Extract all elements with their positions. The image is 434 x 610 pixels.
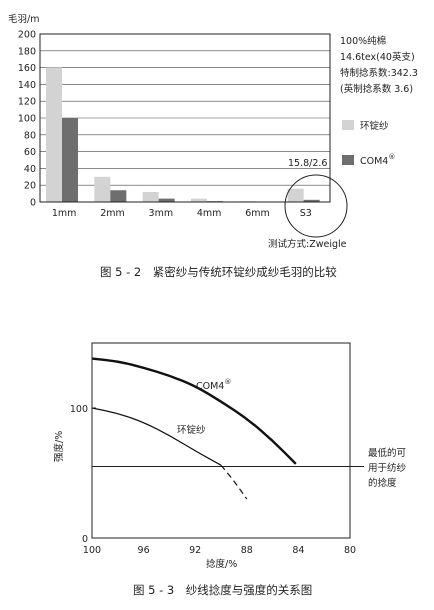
plot-frame bbox=[92, 343, 350, 538]
y-tick-label: 80 bbox=[24, 130, 36, 141]
s3-value-annotation: 15.8/2.6 bbox=[288, 158, 327, 169]
x-tick-label: 92 bbox=[189, 545, 201, 556]
x-tick-label: S3 bbox=[300, 208, 312, 219]
y-tick-label: 160 bbox=[18, 63, 36, 74]
x-tick-label: 96 bbox=[138, 545, 150, 556]
y-tick-label: 100 bbox=[18, 114, 36, 125]
y-tick-label: 0 bbox=[82, 534, 88, 545]
figure-caption-5-3: 图 5 - 3 纱线捻度与强度的关系图 bbox=[133, 583, 312, 597]
com4-curve bbox=[92, 359, 296, 464]
x-axis-label: 捻度/% bbox=[206, 558, 237, 570]
hairiness-bar-chart: 毛羽/m 0 20 40 60 80 100 120 140 160 180 200 1mm 2mm 3… bbox=[0, 0, 434, 300]
y-tick-label: 40 bbox=[24, 164, 36, 175]
x-tick-labels: 1mm 2mm 3mm 4mm 6mm S3 bbox=[52, 208, 312, 219]
x-tick-label: 80 bbox=[344, 545, 356, 556]
grid-lines bbox=[40, 51, 330, 185]
y-axis-label: 毛羽/m bbox=[8, 13, 39, 25]
s3-highlight-circle bbox=[285, 175, 347, 237]
x-tick-label: 4mm bbox=[197, 208, 222, 219]
y-tick-label: 140 bbox=[18, 80, 36, 91]
note-twist-english: (英制捻系数 3.6) bbox=[340, 83, 413, 95]
legend-label-com4: COM4® bbox=[360, 153, 395, 167]
ring-curve-label: 环锭纱 bbox=[177, 424, 206, 436]
bar-com4-3mm bbox=[159, 199, 175, 202]
note-twist-special: 特制捻系数:342.3 bbox=[340, 67, 418, 79]
x-tick-label: 3mm bbox=[149, 208, 174, 219]
figure-caption-5-2: 图 5 - 2 紧密纱与传统环锭纱成纱毛羽的比较 bbox=[100, 265, 337, 279]
x-tick-labels: 100 96 92 88 84 80 bbox=[83, 545, 356, 556]
x-tick-label: 6mm bbox=[245, 208, 270, 219]
note-material: 100%纯棉 bbox=[340, 35, 386, 47]
bar-ring-1mm bbox=[46, 68, 62, 202]
bar-ring-3mm bbox=[143, 192, 159, 202]
y-axis-label: 强度/% bbox=[53, 431, 65, 462]
y-tick-label: 20 bbox=[24, 181, 36, 192]
legend-label-ring: 环锭纱 bbox=[360, 120, 389, 132]
legend-swatch-ring bbox=[342, 120, 354, 130]
bar-ring-4mm bbox=[191, 199, 207, 202]
legend-swatch-com4 bbox=[342, 155, 354, 165]
bar-com4-2mm bbox=[110, 190, 126, 202]
ring-curve-extrapolated bbox=[221, 465, 247, 499]
y-tick-label: 60 bbox=[24, 147, 36, 158]
y-tick-label: 200 bbox=[18, 30, 36, 41]
note-count: 14.6tex(40英支) bbox=[340, 51, 415, 63]
x-tick-label: 1mm bbox=[52, 208, 77, 219]
threshold-label-line2: 用于纺纱 bbox=[368, 462, 407, 474]
threshold-label-line1: 最低的可 bbox=[368, 447, 406, 459]
y-tick-labels: 0 20 40 60 80 100 120 140 160 180 200 bbox=[18, 30, 36, 209]
bar-com4-1mm bbox=[62, 118, 78, 202]
x-tick-label: 84 bbox=[292, 545, 304, 556]
x-tick-label: 2mm bbox=[100, 208, 125, 219]
y-tick-label: 120 bbox=[18, 97, 36, 108]
bar-ring-2mm bbox=[94, 177, 110, 202]
bar-ring-S3 bbox=[288, 189, 304, 202]
y-tick-label: 100 bbox=[70, 404, 88, 415]
hairiness-figure: 毛羽/m 0 20 40 60 80 100 120 140 160 180 200 1mm 2mm 3… bbox=[0, 0, 434, 300]
y-tick-label: 180 bbox=[18, 46, 36, 57]
ring-curve bbox=[92, 408, 221, 465]
test-method-label: 测试方式:Zweigle bbox=[268, 238, 347, 250]
x-tick-label: 88 bbox=[241, 545, 253, 556]
y-tick-label: 0 bbox=[30, 198, 36, 209]
threshold-label-line3: 的捻度 bbox=[368, 477, 397, 489]
com4-curve-label: COM4® bbox=[196, 378, 231, 392]
x-tick-label: 100 bbox=[83, 545, 101, 556]
